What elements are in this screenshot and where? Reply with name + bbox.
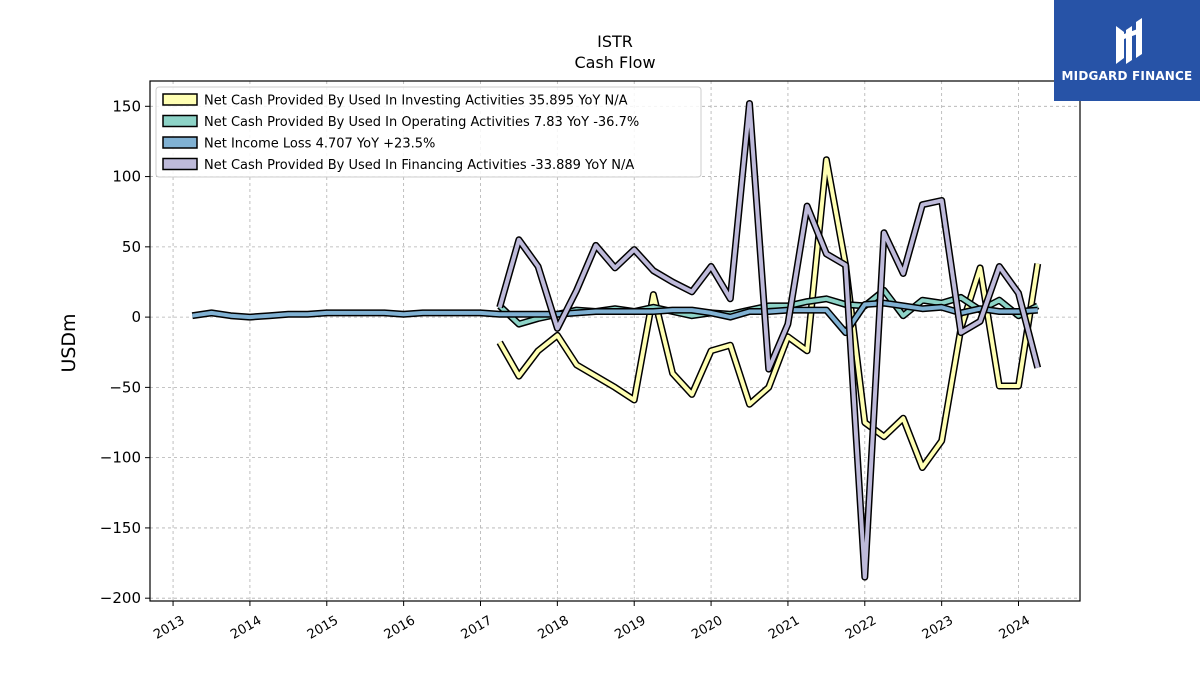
plot-frame: [149, 80, 1081, 602]
x-tick-label: 2015: [305, 613, 341, 643]
series-path: [192, 301, 1038, 335]
legend-label: Net Cash Provided By Used In Financing A…: [204, 158, 634, 173]
midgard-finance-logo: MIDGARD FINANCE: [1054, 0, 1200, 101]
legend-swatch: [162, 157, 198, 171]
series-line-1: [496, 156, 1042, 471]
y-tick-label: 50: [122, 238, 141, 256]
x-tick-label: 2017: [459, 613, 495, 643]
x-tick-label: 2023: [920, 613, 956, 643]
legend-box: [155, 86, 702, 178]
x-tick-label: 2024: [997, 613, 1033, 643]
x-tick-label: 2018: [536, 613, 572, 643]
y-tick-label: 0: [131, 308, 141, 326]
series-line-3: [191, 299, 1038, 337]
series-lines: [191, 100, 1042, 581]
y-axis-label: USDm: [58, 313, 80, 372]
y-tick-label: −100: [100, 449, 141, 467]
logo-text: MIDGARD FINANCE: [1061, 69, 1193, 83]
series-path: [497, 157, 1040, 470]
x-tick-label: 2019: [612, 613, 648, 643]
series-path: [497, 101, 1040, 580]
y-tick-label: −50: [109, 378, 141, 396]
y-tick-label: −150: [100, 519, 141, 537]
x-tick-label: 2014: [228, 613, 264, 643]
legend: Net Cash Provided By Used In Investing A…: [155, 86, 702, 178]
y-tick-label: 150: [112, 97, 141, 115]
x-tick-label: 2022: [843, 613, 879, 643]
x-tick-label: 2020: [689, 613, 725, 643]
x-tick-label: 2013: [151, 613, 187, 643]
legend-label: Net Cash Provided By Used In Operating A…: [204, 115, 639, 130]
legend-label: Net Cash Provided By Used In Investing A…: [204, 94, 628, 109]
legend-swatch: [162, 136, 198, 149]
legend-label: Net Income Loss 4.707 YoY +23.5%: [204, 137, 435, 152]
chart-subtitle: Cash Flow: [574, 53, 655, 72]
y-tick-label: −200: [100, 589, 141, 607]
x-tick-label: 2021: [766, 613, 802, 643]
legend-swatch: [162, 93, 198, 106]
x-tick-label: 2016: [382, 613, 418, 643]
legend-swatch: [162, 114, 198, 128]
y-tick-label: 100: [112, 168, 141, 186]
chart-title: ISTR: [597, 32, 633, 51]
logo-mark-icon: [1116, 18, 1142, 64]
series-line-4: [496, 100, 1042, 581]
